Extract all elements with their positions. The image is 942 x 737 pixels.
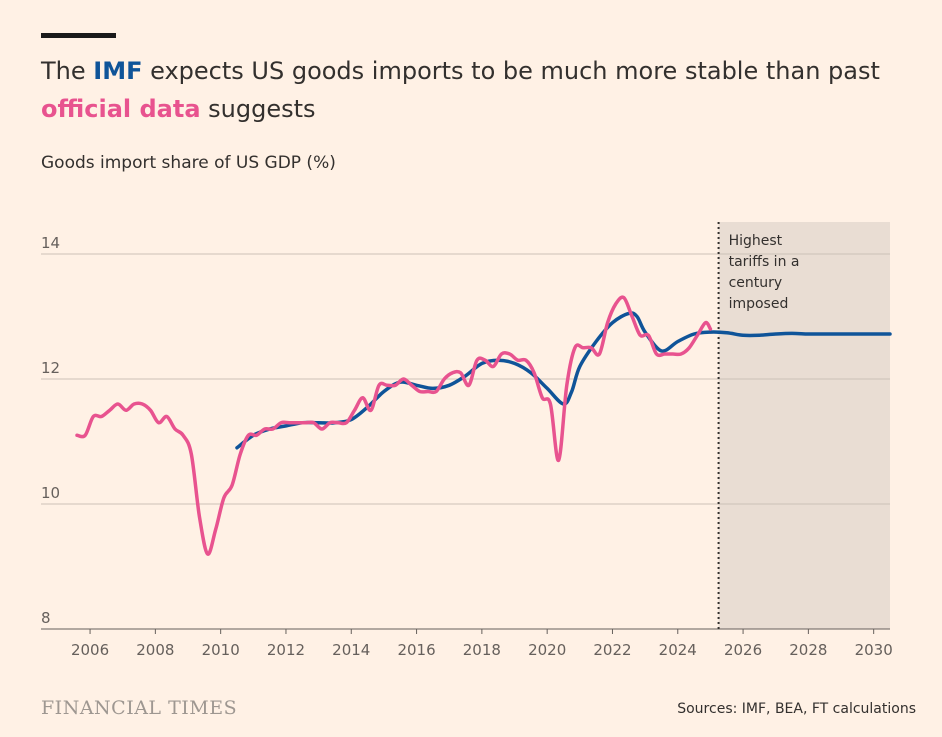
x-tick-label-2020: 2020 bbox=[528, 641, 566, 659]
title-official-highlight: official data bbox=[41, 95, 201, 123]
x-tick-label-2006: 2006 bbox=[71, 641, 109, 659]
y-tick-label-10: 10 bbox=[41, 484, 60, 502]
annotation-line-1: Highest bbox=[729, 233, 783, 249]
title-part-1: The bbox=[41, 57, 94, 85]
title-imf-highlight: IMF bbox=[93, 57, 143, 85]
x-tick-label-2024: 2024 bbox=[659, 641, 697, 659]
series-line-imf bbox=[235, 311, 892, 450]
tariff-annotation: Highest tariffs in a century imposed bbox=[729, 233, 800, 312]
x-tick-label-2026: 2026 bbox=[724, 641, 762, 659]
source-note: Sources: IMF, BEA, FT calculations bbox=[677, 701, 916, 717]
gridlines bbox=[41, 253, 890, 630]
chart-title: The IMF expects US goods imports to be m… bbox=[41, 52, 921, 128]
annotation-line-3: century bbox=[729, 275, 783, 291]
financial-times-logo: FINANCIAL TIMES bbox=[41, 697, 238, 719]
x-tick-label-2016: 2016 bbox=[397, 641, 435, 659]
x-tick-label-2022: 2022 bbox=[593, 641, 631, 659]
x-tick-label-2014: 2014 bbox=[332, 641, 370, 659]
y-tick-label-14: 14 bbox=[41, 234, 60, 252]
x-tick-label-2028: 2028 bbox=[789, 641, 827, 659]
projection-shaded-region bbox=[718, 222, 890, 629]
x-tick-label-2010: 2010 bbox=[202, 641, 240, 659]
series-line-official-data bbox=[75, 295, 713, 556]
x-tick-label-2018: 2018 bbox=[463, 641, 501, 659]
annotation-line-4: imposed bbox=[729, 296, 789, 312]
annotation-line-2: tariffs in a bbox=[729, 254, 800, 270]
title-part-2: expects US goods imports to be much more… bbox=[142, 57, 880, 85]
series-lines bbox=[75, 295, 892, 556]
title-accent-bar bbox=[41, 33, 116, 38]
x-tick-label-2030: 2030 bbox=[855, 641, 893, 659]
x-tick-labels: 2006 2008 2010 2012 2014 2016 2018 2020 2022 2024… bbox=[71, 629, 893, 659]
x-tick-label-2008: 2008 bbox=[136, 641, 174, 659]
y-tick-label-8: 8 bbox=[41, 609, 51, 627]
y-axis-label: Goods import share of US GDP (%) bbox=[41, 153, 336, 173]
x-tick-label-2012: 2012 bbox=[267, 641, 305, 659]
y-tick-label-12: 12 bbox=[41, 359, 60, 377]
y-tick-labels: 8 10 12 14 bbox=[41, 234, 60, 627]
title-part-3: suggests bbox=[200, 95, 316, 123]
